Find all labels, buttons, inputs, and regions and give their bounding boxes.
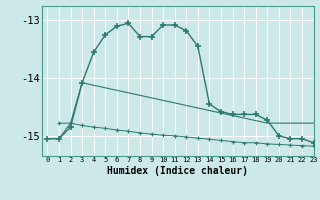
X-axis label: Humidex (Indice chaleur): Humidex (Indice chaleur) xyxy=(107,166,248,176)
